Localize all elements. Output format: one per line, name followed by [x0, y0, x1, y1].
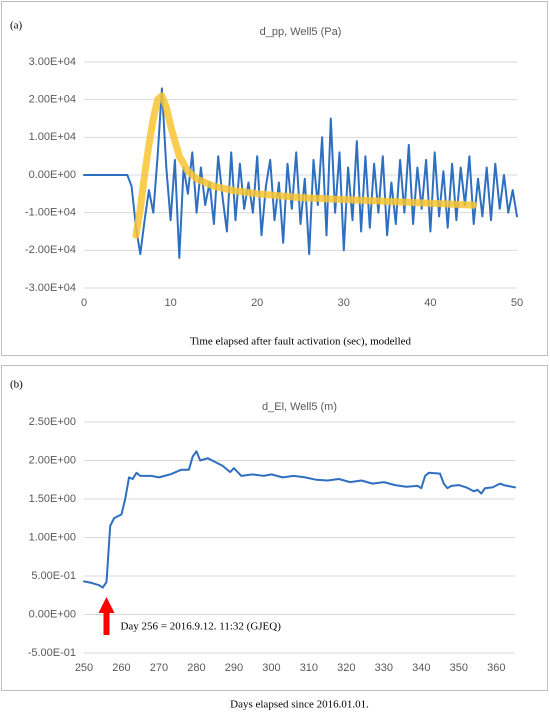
data-line	[132, 92, 478, 239]
x-tick-label: 300	[262, 662, 280, 674]
y-tick-label: 1.00E+04	[29, 131, 76, 143]
x-axis-label: Days elapsed since 2016.01.01.	[230, 699, 369, 711]
y-tick-label: 5.00E-01	[31, 570, 76, 582]
chart-title: d_pp, Well5 (Pa)	[260, 26, 342, 38]
y-tick-label: 0.00E+00	[29, 608, 76, 620]
y-tick-label: -2.00E+04	[25, 244, 76, 256]
x-tick-label: 350	[450, 662, 468, 674]
y-tick-label: 3.00E+04	[29, 56, 76, 68]
x-tick-label: 260	[112, 662, 130, 674]
y-tick-label: 2.00E+04	[29, 94, 76, 106]
x-tick-label: 310	[300, 662, 318, 674]
y-tick-label: 0.00E+00	[29, 169, 76, 181]
x-tick-label: 40	[424, 297, 436, 309]
x-tick-label: 250	[75, 662, 93, 674]
annotation: Day 256 = 2016.9.12. 11:32 (GJEQ)	[120, 621, 281, 633]
y-tick-label: -1.00E+04	[25, 207, 76, 219]
data-line	[83, 450, 516, 589]
y-tick-label: 1.00E+00	[29, 531, 76, 543]
x-tick-label: 10	[164, 297, 176, 309]
x-tick-label: 30	[338, 297, 350, 309]
x-tick-label: 330	[375, 662, 393, 674]
y-tick-label: 1.50E+00	[29, 493, 76, 505]
chart-title: d_El, Well5 (m)	[262, 401, 337, 413]
x-tick-label: 50	[511, 297, 523, 309]
y-tick-label: 2.50E+00	[29, 416, 76, 428]
x-tick-label: 340	[412, 662, 430, 674]
data-line	[83, 87, 518, 259]
x-axis-label: Time elapsed after fault activation (sec…	[190, 336, 412, 348]
panel-label: (b)	[10, 379, 23, 391]
y-tick-label: 2.00E+00	[29, 454, 76, 466]
x-tick-label: 360	[487, 662, 505, 674]
panel-frame	[1, 1, 548, 356]
y-tick-label: -3.00E+04	[25, 282, 76, 294]
panel-label: (a)	[10, 20, 23, 32]
x-tick-label: 280	[187, 662, 205, 674]
x-tick-label: 0	[81, 297, 87, 309]
y-tick-label: -5.00E-01	[28, 647, 76, 659]
x-tick-label: 270	[150, 662, 168, 674]
panel-frame	[1, 365, 548, 691]
x-tick-label: 290	[225, 662, 243, 674]
x-tick-label: 320	[337, 662, 355, 674]
arrow	[98, 597, 115, 635]
x-tick-label: 20	[251, 297, 263, 309]
